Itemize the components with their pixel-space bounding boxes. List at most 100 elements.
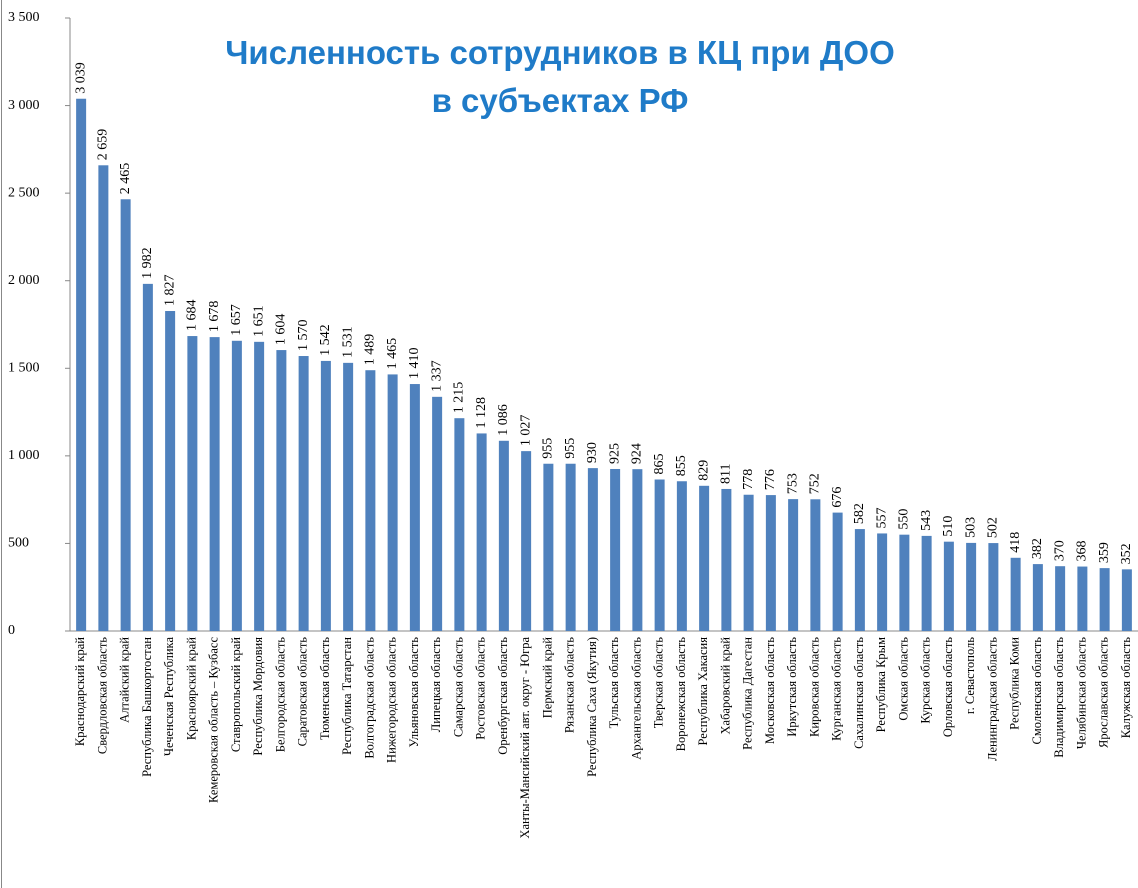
bar <box>966 542 977 631</box>
value-label: 1 410 <box>407 348 422 380</box>
x-tick-label: Саратовская область <box>296 637 310 747</box>
value-label: 1 678 <box>207 301 222 333</box>
value-label: 502 <box>986 517 1001 538</box>
x-tick-label: Курская область <box>919 637 933 724</box>
bar <box>476 433 487 631</box>
bar <box>432 396 443 631</box>
bar <box>1077 566 1088 631</box>
value-label: 1 465 <box>385 338 400 370</box>
value-label: 1 684 <box>185 300 200 332</box>
x-tick-label: Чеченская Республика <box>162 637 176 757</box>
x-tick-label: Ярославская область <box>1097 637 1111 748</box>
value-label: 418 <box>1008 532 1023 553</box>
x-tick-label: Республика Хакасия <box>696 637 710 746</box>
bar <box>676 481 687 631</box>
x-tick-label: Республика Дагестан <box>741 637 755 750</box>
y-tick-label: 2 500 <box>8 185 40 200</box>
bar <box>1055 566 1066 631</box>
bar <box>142 283 153 631</box>
x-tick-label: Краснодарский край <box>73 637 87 746</box>
value-label: 811 <box>719 463 734 483</box>
x-tick-label: Волгоградская область <box>362 637 376 759</box>
x-tick-label: Республика Татарстан <box>340 637 354 755</box>
bar <box>498 440 509 631</box>
value-label: 550 <box>897 509 912 530</box>
x-tick-label: Ульяновская область <box>407 637 421 748</box>
x-tick-label: Пермский край <box>540 637 554 719</box>
bar <box>254 341 265 631</box>
bar <box>699 485 710 631</box>
x-tick-label: Воронежская область <box>674 637 688 752</box>
value-label: 865 <box>652 454 667 475</box>
chart-title: в субъектах РФ <box>432 82 689 119</box>
value-label: 503 <box>963 517 978 538</box>
x-tick-label: Ханты-Мансийский авт. округ - Югра <box>518 637 532 839</box>
value-label: 368 <box>1075 541 1090 562</box>
x-tick-label: Нижегородская область <box>385 637 399 763</box>
value-label: 1 651 <box>251 305 266 337</box>
value-label: 924 <box>630 443 645 464</box>
bar <box>988 543 999 631</box>
bar <box>120 199 131 631</box>
x-tick-label: Смоленская область <box>1030 637 1044 745</box>
bar <box>165 311 176 631</box>
bar <box>765 495 776 631</box>
value-label: 1 531 <box>340 326 355 358</box>
value-label: 359 <box>1097 542 1112 563</box>
value-label: 1 128 <box>474 397 489 429</box>
x-tick-label: Калужская область <box>1119 637 1133 739</box>
value-label: 2 465 <box>118 163 133 195</box>
bar <box>543 463 554 631</box>
value-label: 1 489 <box>363 334 378 366</box>
bar <box>1032 564 1043 631</box>
x-tick-label: Тверская область <box>652 637 666 729</box>
bar <box>98 165 109 631</box>
bar <box>231 340 242 631</box>
x-tick-label: Омская область <box>896 637 910 721</box>
bar <box>810 499 821 631</box>
bar <box>943 541 954 631</box>
x-tick-label: Курганская область <box>830 637 844 741</box>
value-label: 370 <box>1052 540 1067 561</box>
bar <box>654 479 665 631</box>
x-tick-label: Самарская область <box>451 637 465 737</box>
value-label: 930 <box>585 442 600 463</box>
x-tick-label: Иркутская область <box>785 637 799 737</box>
value-label: 1 570 <box>296 320 311 352</box>
value-label: 1 086 <box>496 404 511 436</box>
x-tick-label: Республика Саха (Якутия) <box>585 637 599 777</box>
y-tick-label: 1 000 <box>8 448 40 463</box>
x-tick-label: Сахалинская область <box>852 637 866 749</box>
value-label: 543 <box>919 510 934 531</box>
x-tick-label: г. Севастополь <box>963 637 977 714</box>
x-tick-label: Кировская область <box>807 637 821 737</box>
bar <box>209 337 220 631</box>
y-tick-label: 1 500 <box>8 361 40 376</box>
x-tick-label: Тульская область <box>607 637 621 729</box>
x-tick-label: Республика Башкортостан <box>140 637 154 777</box>
value-label: 778 <box>741 469 756 490</box>
value-label: 955 <box>563 438 578 459</box>
value-label: 955 <box>541 438 556 459</box>
x-tick-label: Владимирская область <box>1052 637 1066 758</box>
bar <box>320 360 331 631</box>
value-label: 582 <box>852 503 867 524</box>
bar <box>1099 568 1110 631</box>
value-label: 1 827 <box>162 275 177 307</box>
value-label: 1 604 <box>274 314 289 346</box>
value-label: 557 <box>874 507 889 528</box>
value-label: 510 <box>941 516 956 537</box>
y-tick-label: 500 <box>8 536 29 551</box>
value-label: 753 <box>785 473 800 494</box>
y-tick-label: 3 500 <box>8 10 40 25</box>
value-label: 1 215 <box>452 382 467 414</box>
bar <box>877 533 888 631</box>
x-tick-label: Рязанская область <box>563 637 577 733</box>
value-label: 925 <box>607 443 622 464</box>
bar <box>343 362 354 631</box>
x-tick-label: Московская область <box>763 637 777 744</box>
x-tick-label: Архангельская область <box>629 637 643 760</box>
value-label: 1 982 <box>140 247 155 279</box>
x-tick-label: Ленинградская область <box>985 637 999 761</box>
